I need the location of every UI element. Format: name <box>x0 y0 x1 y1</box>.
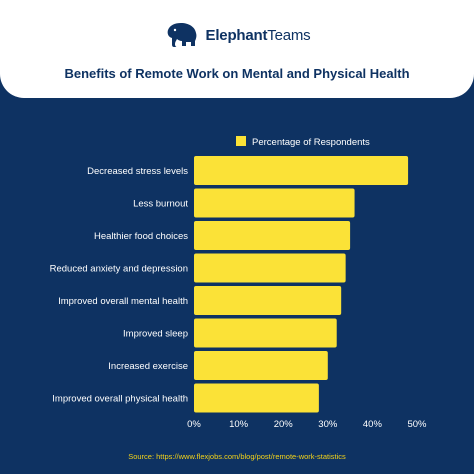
chart-title: Benefits of Remote Work on Mental and Ph… <box>64 66 410 81</box>
category-label: Less burnout <box>133 199 188 210</box>
x-tick-label: 10% <box>229 419 249 430</box>
category-label: Decreased stress levels <box>87 166 188 177</box>
bar <box>194 156 409 185</box>
source-link[interactable]: Source: https://www.flexjobs.com/blog/po… <box>128 452 346 461</box>
x-tick-label: 20% <box>274 419 294 430</box>
brand-name: ElephantTeams <box>206 27 311 44</box>
category-label: Healthier food choices <box>94 231 188 242</box>
category-label: Improved sleep <box>123 329 188 340</box>
bar <box>194 383 319 413</box>
bar <box>194 286 342 315</box>
category-label: Reduced anxiety and depression <box>50 264 188 275</box>
category-label: Improved overall physical health <box>52 394 188 405</box>
category-label: Improved overall mental health <box>58 296 188 307</box>
legend-swatch <box>236 136 246 146</box>
x-tick-label: 40% <box>363 419 383 430</box>
bar <box>194 318 337 348</box>
bar <box>194 253 346 283</box>
brand-name-bold: Elephant <box>205 26 268 44</box>
legend-label: Percentage of Respondents <box>252 137 370 148</box>
x-tick-label: 50% <box>407 419 427 430</box>
bar <box>194 221 351 250</box>
elephant-icon <box>167 23 196 47</box>
category-label: Increased exercise <box>108 361 188 372</box>
logo: ElephantTeams <box>0 22 474 48</box>
x-tick-label: 30% <box>318 419 338 430</box>
x-tick-label: 0% <box>187 419 201 430</box>
brand-name-light: Teams <box>267 26 311 44</box>
bar <box>194 351 328 380</box>
bar <box>194 188 355 218</box>
header-panel: ElephantTeams Benefits of Remote Work on… <box>0 0 474 98</box>
